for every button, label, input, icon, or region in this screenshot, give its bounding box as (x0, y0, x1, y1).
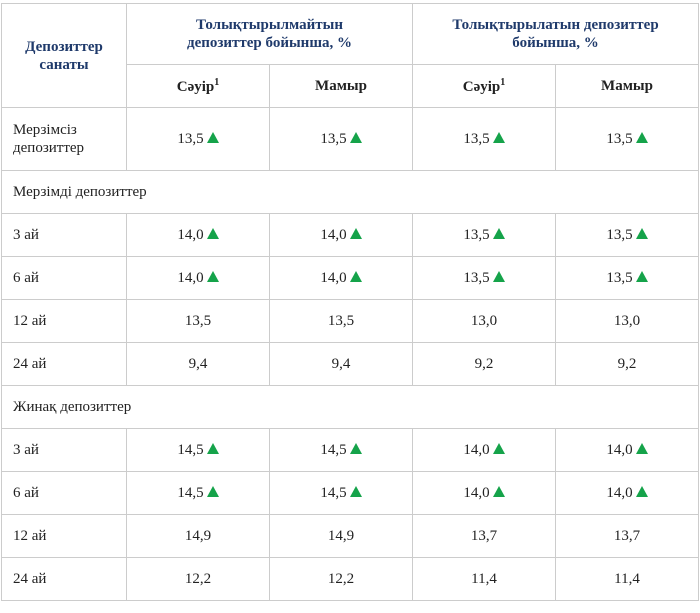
rate-cell: 14,5 (269, 471, 413, 515)
non-replenishable-header: Толықтырылмайтын депозиттер бойынша, % (126, 3, 413, 65)
rate-cell: 14,5 (126, 428, 270, 472)
triangle-up-icon (492, 442, 505, 454)
header-row-months: Сәуір1 Мамыр Сәуір1 Мамыр (2, 64, 699, 108)
triangle-up-icon (492, 131, 505, 143)
rate-cell: 14,9 (126, 514, 270, 558)
rate-cell: 12,2 (269, 557, 413, 601)
row-label: 12 ай (1, 299, 127, 343)
rate-cell: 14,5 (126, 471, 270, 515)
rate-cell: 14,5 (269, 428, 413, 472)
table-row: 24 ай 9,4 9,4 9,2 9,2 (1, 342, 699, 386)
rate-cell: 13,5 (126, 107, 270, 171)
rate-cell: 14,0 (555, 471, 699, 515)
triangle-up-icon (635, 227, 648, 239)
table-body: Мерзімсіз депозиттер 13,5 13,5 13,5 13,5 Мерз… (1, 107, 699, 601)
rate-cell: 13,5 (269, 107, 413, 171)
rate-cell: 9,4 (126, 342, 270, 386)
rate-cell: 14,0 (412, 471, 556, 515)
month-header-april: Сәуір1 (412, 64, 556, 108)
triangle-up-icon (206, 131, 219, 143)
rate-cell: 13,7 (412, 514, 556, 558)
replenishable-header: Толықтырылатын депозиттер бойынша, % (412, 3, 699, 65)
triangle-up-icon (206, 227, 219, 239)
rate-cell: 13,5 (555, 107, 699, 171)
table-row: Мерзімсіз депозиттер 13,5 13,5 13,5 13,5 (1, 107, 699, 171)
triangle-up-icon (349, 442, 362, 454)
triangle-up-icon (206, 442, 219, 454)
rate-cell: 13,7 (555, 514, 699, 558)
table-row: 6 ай 14,5 14,5 14,0 14,0 (1, 471, 699, 515)
rate-cell: 13,5 (412, 213, 556, 257)
triangle-up-icon (349, 131, 362, 143)
triangle-up-icon (349, 485, 362, 497)
month-header-april: Сәуір1 (126, 64, 270, 108)
section-label: Мерзімді депозиттер (1, 170, 699, 214)
triangle-up-icon (492, 270, 505, 282)
rate-cell: 14,0 (269, 213, 413, 257)
rate-cell: 13,0 (412, 299, 556, 343)
triangle-up-icon (492, 485, 505, 497)
triangle-up-icon (349, 227, 362, 239)
section-label: Жинақ депозиттер (1, 385, 699, 429)
rate-cell: 13,5 (126, 299, 270, 343)
rate-cell: 14,0 (555, 428, 699, 472)
triangle-up-icon (635, 485, 648, 497)
triangle-up-icon (349, 270, 362, 282)
footnote-marker: 1 (500, 76, 506, 88)
triangle-up-icon (635, 442, 648, 454)
table-row: 3 ай 14,5 14,5 14,0 14,0 (1, 428, 699, 472)
rate-cell: 14,0 (269, 256, 413, 300)
table-row: 6 ай 14,0 14,0 13,5 13,5 (1, 256, 699, 300)
month-header-may: Мамыр (269, 64, 413, 108)
rate-cell: 13,5 (412, 256, 556, 300)
triangle-up-icon (635, 270, 648, 282)
rate-cell: 14,0 (126, 213, 270, 257)
rate-cell: 11,4 (412, 557, 556, 601)
rate-cell: 14,0 (412, 428, 556, 472)
deposit-rates-table: Депозиттер санаты Толықтырылмайтын депоз… (1, 3, 699, 601)
table-row: 12 ай 13,5 13,5 13,0 13,0 (1, 299, 699, 343)
row-label: 3 ай (1, 428, 127, 472)
rate-cell: 9,2 (412, 342, 556, 386)
rate-cell: 13,5 (555, 213, 699, 257)
row-label: 6 ай (1, 256, 127, 300)
triangle-up-icon (492, 227, 505, 239)
row-label: Мерзімсіз депозиттер (1, 107, 127, 171)
section-row: Жинақ депозиттер (1, 385, 699, 429)
row-label: 12 ай (1, 514, 127, 558)
row-label: 24 ай (1, 342, 127, 386)
rate-cell: 13,5 (269, 299, 413, 343)
rate-cell: 12,2 (126, 557, 270, 601)
table-row: 3 ай 14,0 14,0 13,5 13,5 (1, 213, 699, 257)
row-label: 3 ай (1, 213, 127, 257)
rate-cell: 9,2 (555, 342, 699, 386)
rate-cell: 13,5 (555, 256, 699, 300)
rate-cell: 9,4 (269, 342, 413, 386)
table-row: 12 ай 14,9 14,9 13,7 13,7 (1, 514, 699, 558)
rate-cell: 13,0 (555, 299, 699, 343)
table-row: 24 ай 12,2 12,2 11,4 11,4 (1, 557, 699, 601)
category-header: Депозиттер санаты (1, 3, 127, 108)
row-label: 6 ай (1, 471, 127, 515)
triangle-up-icon (206, 485, 219, 497)
month-header-may: Мамыр (555, 64, 699, 108)
rate-cell: 11,4 (555, 557, 699, 601)
rate-cell: 13,5 (412, 107, 556, 171)
footnote-marker: 1 (214, 76, 220, 88)
row-label: 24 ай (1, 557, 127, 601)
header-row-groups: Депозиттер санаты Толықтырылмайтын депоз… (1, 3, 699, 108)
section-row: Мерзімді депозиттер (1, 170, 699, 214)
triangle-up-icon (206, 270, 219, 282)
rate-cell: 14,0 (126, 256, 270, 300)
triangle-up-icon (635, 131, 648, 143)
rate-cell: 14,9 (269, 514, 413, 558)
